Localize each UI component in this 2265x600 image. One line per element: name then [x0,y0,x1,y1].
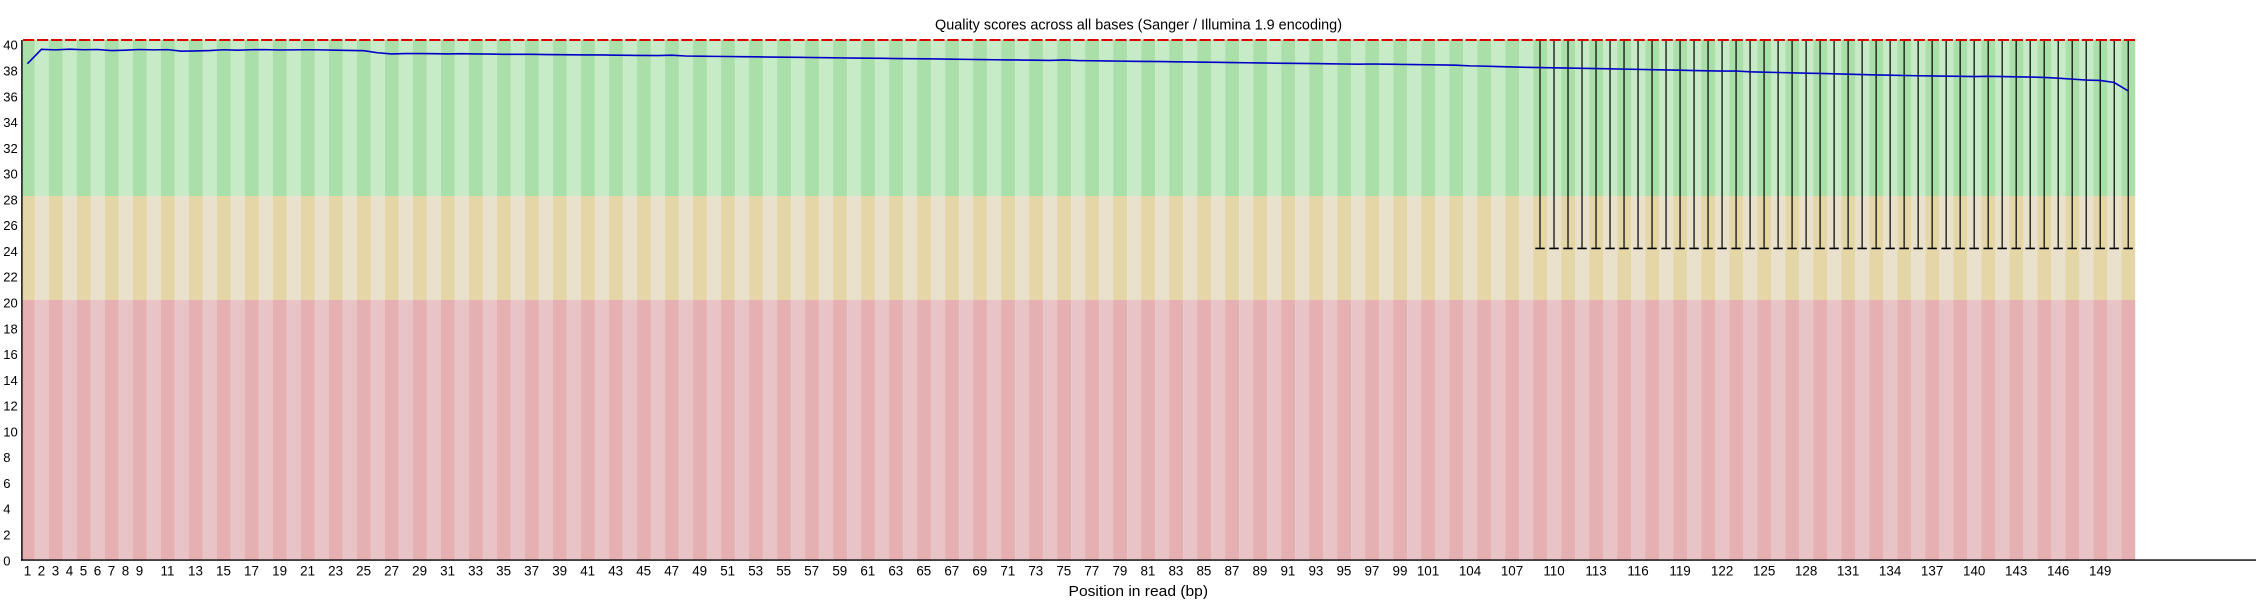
svg-text:99: 99 [1393,564,1408,579]
svg-text:24: 24 [3,244,17,259]
svg-text:110: 110 [1543,564,1564,579]
svg-text:107: 107 [1501,564,1523,579]
svg-text:95: 95 [1336,564,1351,579]
svg-text:61: 61 [860,564,875,579]
svg-text:13: 13 [188,564,203,579]
svg-text:97: 97 [1364,564,1379,579]
svg-text:113: 113 [1585,564,1606,579]
svg-text:85: 85 [1196,564,1211,579]
svg-text:23: 23 [328,564,343,579]
svg-text:47: 47 [664,564,679,579]
svg-text:101: 101 [1417,564,1439,579]
svg-text:128: 128 [1795,564,1817,579]
svg-text:131: 131 [1837,564,1859,579]
svg-text:122: 122 [1711,564,1733,579]
svg-text:1: 1 [24,564,31,579]
svg-text:5: 5 [80,564,87,579]
svg-text:87: 87 [1224,564,1239,579]
svg-text:40: 40 [3,38,17,53]
svg-text:27: 27 [384,564,399,579]
svg-text:8: 8 [3,450,10,465]
svg-text:125: 125 [1753,564,1775,579]
svg-text:53: 53 [748,564,763,579]
svg-text:20: 20 [3,296,17,311]
svg-text:3: 3 [52,564,59,579]
svg-text:65: 65 [916,564,931,579]
svg-text:55: 55 [776,564,791,579]
svg-text:33: 33 [468,564,483,579]
svg-text:63: 63 [888,564,903,579]
svg-text:12: 12 [3,399,17,414]
svg-text:8: 8 [122,564,129,579]
svg-text:22: 22 [3,270,17,285]
svg-text:75: 75 [1056,564,1071,579]
svg-text:15: 15 [216,564,231,579]
svg-text:93: 93 [1308,564,1323,579]
svg-text:137: 137 [1921,564,1943,579]
svg-text:134: 134 [1879,564,1902,579]
svg-text:37: 37 [524,564,539,579]
svg-text:6: 6 [3,476,10,491]
svg-text:18: 18 [3,321,17,336]
svg-text:41: 41 [580,564,595,579]
svg-text:10: 10 [3,424,17,439]
svg-text:19: 19 [272,564,287,579]
svg-text:89: 89 [1252,564,1267,579]
svg-text:67: 67 [944,564,959,579]
svg-text:91: 91 [1280,564,1295,579]
svg-text:0: 0 [3,553,10,568]
svg-text:25: 25 [356,564,371,579]
svg-text:11: 11 [161,564,175,579]
svg-text:6: 6 [94,564,101,579]
svg-text:59: 59 [832,564,847,579]
svg-text:17: 17 [244,564,259,579]
svg-text:36: 36 [3,89,17,104]
svg-text:14: 14 [3,373,17,388]
svg-text:32: 32 [3,141,17,156]
svg-text:7: 7 [108,564,115,579]
svg-text:83: 83 [1168,564,1183,579]
svg-text:2: 2 [38,564,45,579]
svg-text:45: 45 [636,564,651,579]
svg-text:43: 43 [608,564,623,579]
svg-text:28: 28 [3,192,17,207]
svg-text:31: 31 [440,564,455,579]
svg-text:146: 146 [2047,564,2069,579]
svg-text:69: 69 [972,564,987,579]
svg-text:35: 35 [496,564,511,579]
svg-text:119: 119 [1669,564,1690,579]
svg-text:34: 34 [3,115,17,130]
svg-text:73: 73 [1028,564,1043,579]
svg-text:4: 4 [3,502,10,517]
svg-text:77: 77 [1084,564,1099,579]
svg-text:143: 143 [2005,564,2027,579]
svg-text:39: 39 [552,564,567,579]
svg-text:149: 149 [2089,564,2111,579]
svg-text:104: 104 [1459,564,1482,579]
svg-text:21: 21 [300,564,315,579]
svg-text:16: 16 [3,347,17,362]
svg-text:Position in read (bp): Position in read (bp) [1069,583,1209,600]
svg-text:4: 4 [66,564,74,579]
svg-text:79: 79 [1112,564,1127,579]
svg-text:29: 29 [412,564,427,579]
svg-text:2: 2 [3,528,10,543]
svg-text:51: 51 [720,564,735,579]
svg-text:26: 26 [3,218,17,233]
svg-text:30: 30 [3,167,17,182]
svg-text:Quality scores across all base: Quality scores across all bases (Sanger … [935,16,1342,33]
svg-text:49: 49 [692,564,707,579]
svg-text:57: 57 [804,564,819,579]
svg-text:38: 38 [3,64,17,79]
svg-text:140: 140 [1963,564,1985,579]
svg-text:9: 9 [136,564,143,579]
svg-text:116: 116 [1627,564,1648,579]
svg-text:71: 71 [1000,564,1015,579]
svg-text:81: 81 [1140,564,1155,579]
